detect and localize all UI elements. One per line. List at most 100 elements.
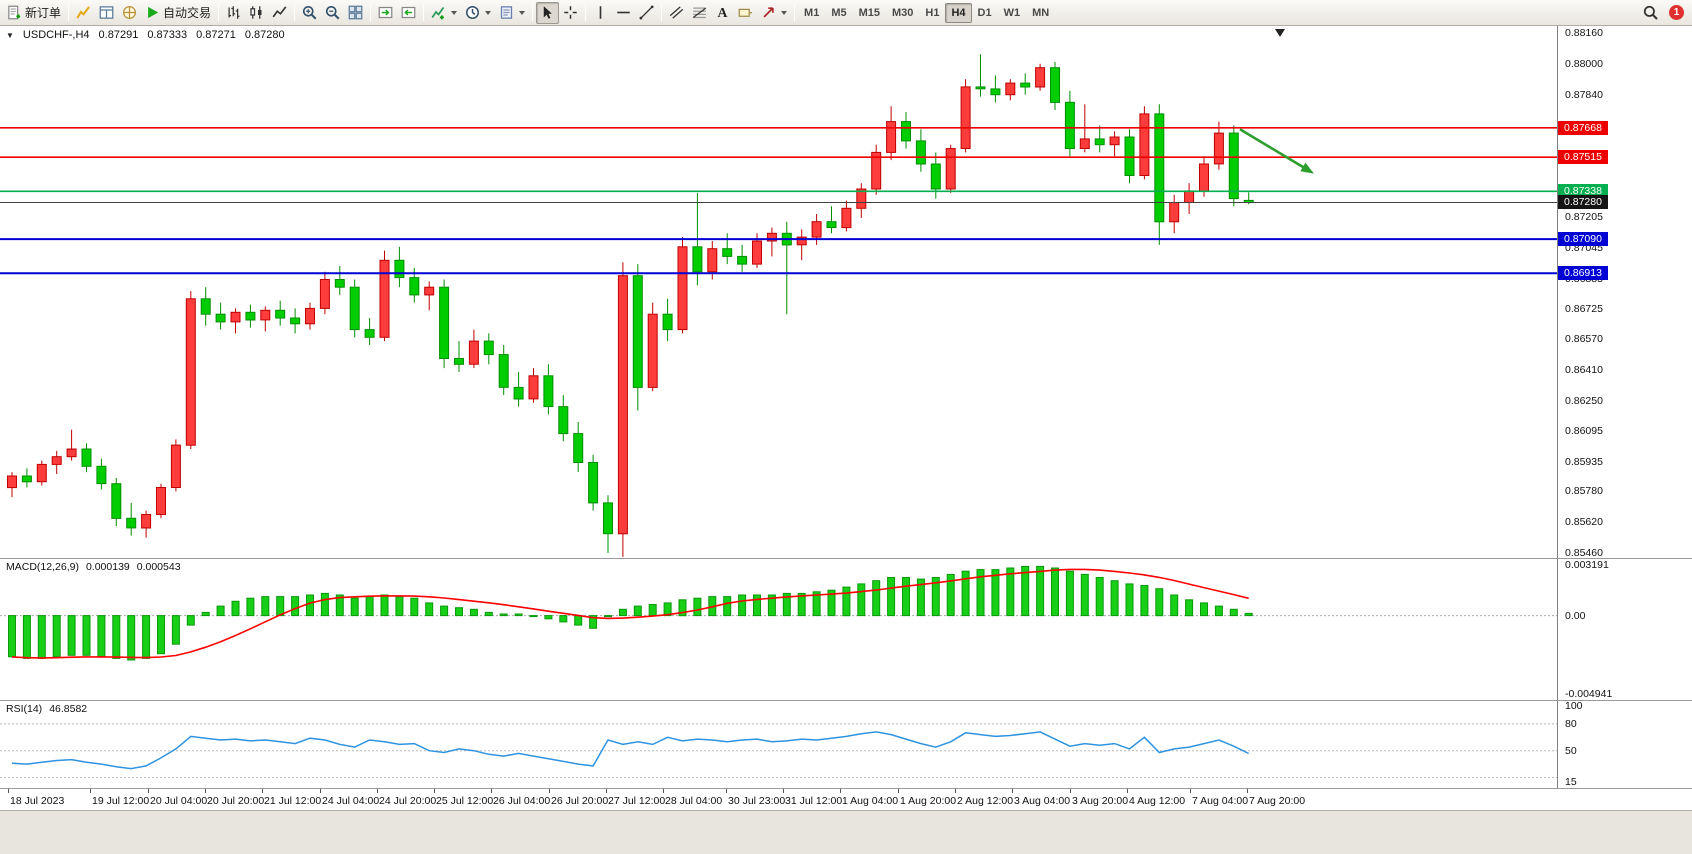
price-axis-label: 0.88160: [1565, 27, 1603, 39]
panel-separator[interactable]: [0, 788, 1692, 789]
chart-shift-marker: [1275, 29, 1285, 37]
time-tick: [840, 789, 841, 793]
time-label: 21 Jul 12:00: [264, 795, 322, 807]
rsi-title: RSI(14) 46.8582: [6, 703, 87, 715]
trendline-button[interactable]: [635, 2, 658, 24]
arrows-tool-icon: [763, 7, 774, 18]
time-tick: [663, 789, 664, 793]
timeframe-m5[interactable]: M5: [825, 3, 852, 23]
indicators-icon: [431, 6, 445, 20]
time-axis[interactable]: 18 Jul 2023 19 Jul 12:00 20 Jul 04:00 20 Ju…: [0, 789, 1692, 810]
chart-title: ▼ USDCHF-,H4 0.87291 0.87333 0.87271 0.8…: [6, 29, 285, 41]
hline-price-tag: 0.87668: [1558, 120, 1608, 135]
time-label: 1 Aug 04:00: [842, 795, 899, 807]
time-tick: [549, 789, 550, 793]
toolbar-right: 1: [1639, 2, 1689, 24]
time-label: 24 Jul 20:00: [379, 795, 437, 807]
panel-separator[interactable]: [0, 700, 1692, 701]
chart-bars-button[interactable]: [222, 2, 245, 24]
toolbar-separator: [370, 4, 372, 21]
new-order-button[interactable]: 新订单: [3, 2, 65, 24]
cursor-button[interactable]: [536, 1, 560, 24]
macd-signal-line: [11, 568, 1249, 659]
price-axis[interactable]: 0.881600.880000.878400.872050.870450.868…: [1557, 26, 1692, 789]
macd-axis-label: 0.003191: [1565, 559, 1609, 571]
time-tick: [898, 789, 899, 793]
search-button[interactable]: [1639, 2, 1662, 24]
time-label: 3 Aug 04:00: [1014, 795, 1071, 807]
timeframe-h4[interactable]: H4: [945, 2, 972, 23]
autotrading-button[interactable]: 自动交易: [141, 2, 215, 24]
horizontal-line-button[interactable]: [612, 2, 635, 24]
new-order-icon: [8, 5, 21, 20]
timeframe-h1[interactable]: H1: [919, 3, 945, 23]
timeframe-w1[interactable]: W1: [998, 3, 1027, 23]
equidistant-channel-button[interactable]: [665, 2, 688, 24]
open-value: 0.87291: [98, 29, 139, 41]
close-value: 0.87280: [244, 29, 285, 41]
panel-separator[interactable]: [0, 558, 1692, 559]
timeframe-mn[interactable]: MN: [1026, 3, 1055, 23]
hline-price-tag: 0.87515: [1558, 150, 1608, 165]
periods-button[interactable]: [461, 2, 495, 24]
time-tick: [148, 789, 149, 793]
navigator-button[interactable]: [118, 2, 141, 24]
templates-button[interactable]: [495, 2, 529, 24]
zoom-in-icon: [302, 5, 317, 20]
time-label: 4 Aug 12:00: [1129, 795, 1186, 807]
notification-badge[interactable]: 1: [1669, 5, 1684, 20]
time-label: 18 Jul 2023: [10, 795, 65, 807]
zoom-in-button[interactable]: [298, 2, 321, 24]
macd-panel[interactable]: MACD(12,26,9) 0.000139 0.000543: [0, 559, 1557, 700]
chart-shift-button[interactable]: [397, 2, 420, 24]
toolbar-button-groups: 新订单 自动交易 A: [3, 1, 791, 24]
tile-windows-button[interactable]: [344, 2, 367, 24]
chevron-down-icon: [485, 10, 492, 15]
indicators-button[interactable]: [427, 2, 461, 24]
time-tick: [491, 789, 492, 793]
chart-candles-button[interactable]: [245, 2, 268, 24]
main-chart-panel[interactable]: ▼ USDCHF-,H4 0.87291 0.87333 0.87271 0.8…: [0, 26, 1557, 558]
time-tick: [783, 789, 784, 793]
arrows-tool-button[interactable]: [757, 2, 791, 24]
hline-price-tag: 0.87090: [1558, 232, 1608, 247]
price-axis-label: 0.86725: [1565, 303, 1603, 316]
market-watch-button[interactable]: [72, 2, 95, 24]
rsi-axis-label: 15: [1565, 776, 1577, 788]
toolbar: 新订单 自动交易 A M1 M5 M15 M30 H1 H4 D1 W1 MN 1: [0, 0, 1692, 26]
chart-bars-icon: [228, 6, 240, 19]
rsi-panel[interactable]: RSI(14) 46.8582: [0, 701, 1557, 788]
data-window-button[interactable]: [95, 2, 118, 24]
fibonacci-button[interactable]: [688, 2, 711, 24]
text-label-icon: [738, 8, 753, 17]
toolbar-separator: [294, 4, 296, 21]
text-label-button[interactable]: [734, 2, 757, 24]
vertical-line-button[interactable]: [589, 2, 612, 24]
time-tick: [1190, 789, 1191, 793]
macd-chart[interactable]: [0, 559, 1557, 700]
price-axis-label: 0.86095: [1565, 424, 1603, 437]
time-label: 26 Jul 20:00: [551, 795, 609, 807]
timeframe-m15[interactable]: M15: [853, 3, 886, 23]
arrow-annotation: [1239, 128, 1314, 174]
collapse-icon[interactable]: ▼: [6, 30, 14, 40]
autotrading-icon: [148, 6, 159, 19]
candlestick-chart[interactable]: [0, 26, 1557, 558]
macd-axis-label: -0.004941: [1565, 688, 1613, 700]
zoom-out-button[interactable]: [321, 2, 344, 24]
timeframe-d1[interactable]: D1: [972, 3, 998, 23]
timeframe-m30[interactable]: M30: [886, 3, 919, 23]
rsi-chart[interactable]: [0, 701, 1557, 788]
chart-line-button[interactable]: [268, 2, 291, 24]
chevron-down-icon: [519, 10, 526, 15]
time-tick: [377, 789, 378, 793]
toolbar-separator: [661, 4, 663, 21]
chevron-down-icon: [451, 10, 458, 15]
timeframe-m1[interactable]: M1: [798, 3, 825, 23]
crosshair-button[interactable]: [559, 2, 582, 24]
text-button[interactable]: A: [711, 2, 734, 24]
auto-scroll-button[interactable]: [374, 2, 397, 24]
rsi-label: RSI(14): [6, 703, 43, 715]
chart-shift-icon: [401, 6, 416, 19]
new-order-label: 新订单: [25, 6, 62, 20]
